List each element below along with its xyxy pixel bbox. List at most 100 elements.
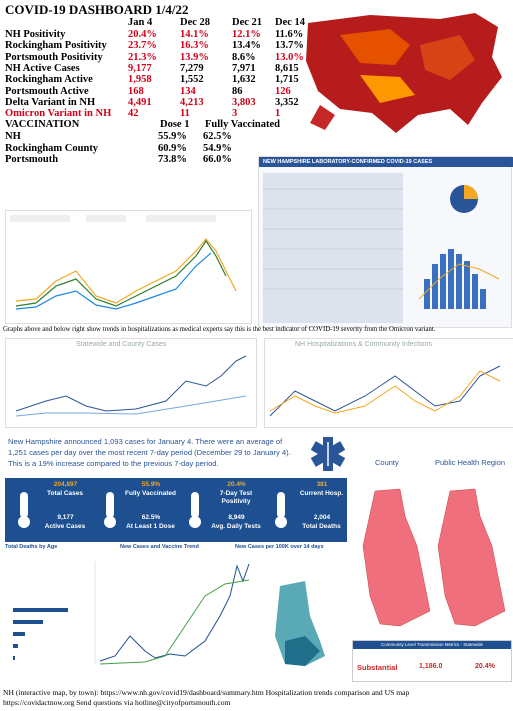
cell: 8,615 (275, 63, 299, 74)
cell: 13.7% (275, 40, 304, 51)
row-label: Delta Variant in NH (5, 97, 95, 108)
row-label: Omicron Variant in NH (5, 108, 111, 119)
cell: 86 (232, 86, 243, 97)
cell: 7,971 (232, 63, 256, 74)
announcement-line: This is a 19% increase compared to the p… (8, 458, 291, 469)
chart-title: Statewide and County Cases (76, 341, 166, 348)
stat-label: Fully Vaccinated (121, 490, 181, 498)
column-header: Dec 14 (275, 17, 305, 28)
section-title: VACCINATION (5, 119, 79, 130)
row-label: Rockingham Active (5, 74, 93, 85)
title: COVID-19 DASHBOARD 1/4/22 (5, 2, 188, 18)
cell: 134 (180, 86, 196, 97)
stat-label: Active Cases (35, 523, 95, 530)
legend-item: 1,186.0 (419, 663, 442, 670)
cell: 11 (180, 108, 190, 119)
cell: 1 (275, 108, 280, 119)
lab-graphics (259, 169, 511, 327)
cell: 13.9% (180, 52, 209, 63)
footer-line: NH (interactive map, by town): https://w… (3, 688, 409, 698)
lab-title: NEW HAMPSHIRE LABORATORY-CONFIRMED COVID… (259, 157, 513, 167)
stat-value: 8,949 (214, 514, 259, 521)
cell: 13.0% (275, 52, 304, 63)
county-chart (6, 351, 256, 427)
cell: 21.3% (128, 52, 157, 63)
column-header: Dose 1 (160, 119, 189, 130)
stat-value: 9,177 (43, 514, 88, 521)
stat-label: 7-Day Test Positivity (206, 490, 266, 506)
tab: Total Deaths by Age (5, 544, 57, 550)
cell: 20.4% (128, 29, 157, 40)
legend-title: Community Level Transmission Metrics - S… (353, 641, 511, 649)
cell: 1,958 (128, 74, 152, 85)
cell: 1,552 (180, 74, 204, 85)
stat-value: 62.5% (129, 514, 174, 521)
footer-line: https://covidactnow.org Send questions v… (3, 698, 409, 708)
cell: 126 (275, 86, 291, 97)
cell: 3 (232, 108, 237, 119)
cell: 4,491 (128, 97, 152, 108)
us-map (300, 5, 510, 145)
cell: 9,177 (128, 63, 152, 74)
column-header: Dec 21 (232, 17, 262, 28)
map-tab: Public Health Region (435, 458, 505, 467)
nh-maps (355, 486, 513, 636)
hosp-trend-panel: NH Hospitalizations & Community Infectio… (264, 338, 513, 428)
stat-value: 55.9% (129, 481, 174, 488)
hosp-trend-chart (265, 351, 513, 427)
cell: 23.7% (128, 40, 157, 51)
cell: 62.5% (203, 131, 232, 142)
legend-item: 20.4% (475, 663, 495, 670)
lab-panel: NEW HAMPSHIRE LABORATORY-CONFIRMED COVID… (258, 156, 512, 328)
row-label: NH Active Cases (5, 63, 80, 74)
hosp-chart-panel (5, 210, 252, 324)
row-label: NH Positivity (5, 29, 65, 40)
tab: New Cases and Vaccine Trend (120, 544, 199, 550)
stat-value: 2,004 (300, 514, 345, 521)
caption: Graphs above and below right show trends… (3, 326, 435, 333)
cell: 73.8% (158, 154, 187, 165)
hosp-chart (6, 211, 251, 323)
cell: 60.9% (158, 143, 187, 154)
chart-title: NH Hospitalizations & Community Infectio… (295, 341, 432, 348)
cell: 11.6% (275, 29, 303, 40)
stat-label: Current Hosp. (292, 490, 352, 498)
column-header: Jan 4 (128, 17, 152, 28)
cell: 168 (128, 86, 144, 97)
cell: 16.3% (180, 40, 209, 51)
stat-value: 204,897 (43, 481, 88, 488)
announcement-line: New Hampshire announced 1,093 cases for … (8, 436, 291, 447)
map-legend: Community Level Transmission Metrics - S… (352, 640, 512, 682)
cell: 7,279 (180, 63, 204, 74)
cell: 12.1% (232, 29, 261, 40)
row-label: Portsmouth Active (5, 86, 89, 97)
cell: 3,803 (232, 97, 256, 108)
star-of-life-icon (310, 436, 346, 472)
stat-label: Total Cases (35, 490, 95, 498)
row-label: Rockingham County (5, 143, 98, 154)
legend-item: Substantial (357, 663, 397, 672)
page: COVID-19 DASHBOARD 1/4/22 NEW HAMPSHIRE … (0, 0, 513, 711)
row-label: Rockingham Positivity (5, 40, 107, 51)
stat-label: Avg. Daily Tests (206, 523, 266, 530)
map-tab: County (375, 458, 399, 467)
cell: 1,715 (275, 74, 299, 85)
cell: 3,352 (275, 97, 299, 108)
cell: 42 (128, 108, 139, 119)
column-header: Fully Vaccinated (205, 119, 280, 130)
tab: New Cases per 100K over 14 days (235, 544, 324, 550)
cell: 1,632 (232, 74, 256, 85)
cell: 14.1% (180, 29, 209, 40)
column-header: Dec 28 (180, 17, 210, 28)
row-label: Portsmouth (5, 154, 58, 165)
cell: 55.9% (158, 131, 187, 142)
row-label: Portsmouth Positivity (5, 52, 103, 63)
cell: 66.0% (203, 154, 232, 165)
cell: 13.4% (232, 40, 261, 51)
cell: 8.6% (232, 52, 256, 63)
cell: 4,213 (180, 97, 204, 108)
stat-label: Total Deaths (292, 523, 352, 530)
cell: 54.9% (203, 143, 232, 154)
lower-charts (5, 556, 350, 672)
row-label: NH (5, 131, 21, 142)
